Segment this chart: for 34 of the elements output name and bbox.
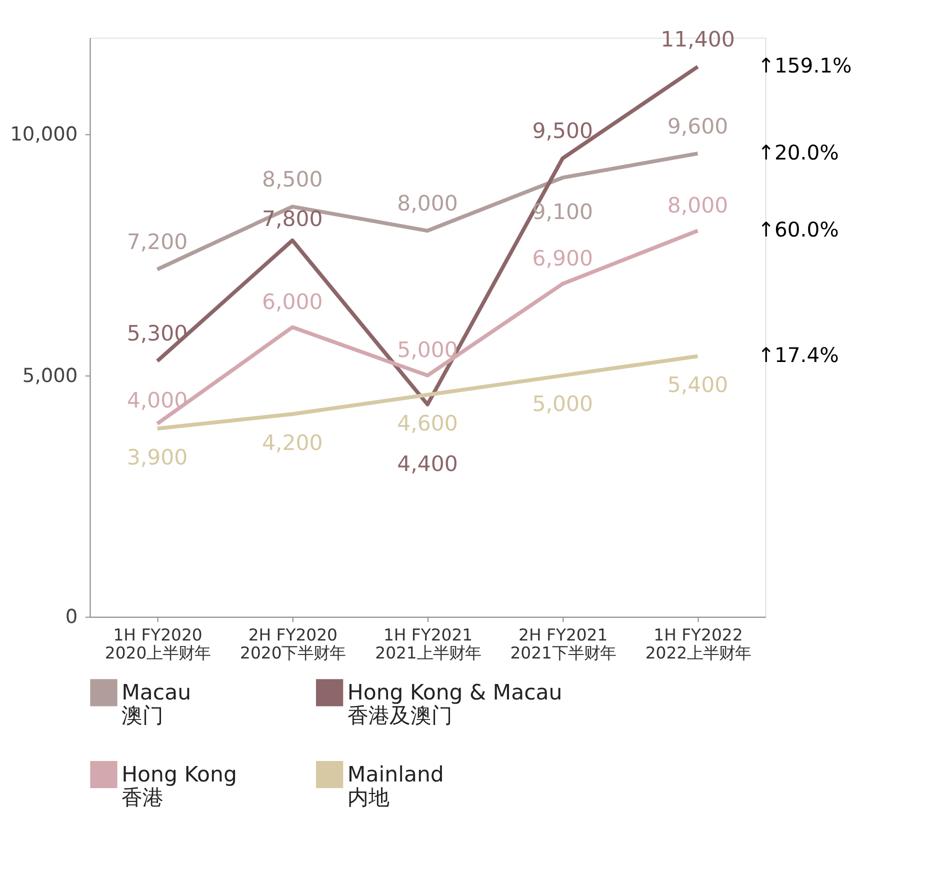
data-label: 4,200 xyxy=(262,430,323,456)
data-label: 8,500 xyxy=(262,167,323,192)
x-tick-label: 1H FY2022 2022上半财年 xyxy=(645,625,752,663)
legend-label: Macau 澳门 xyxy=(122,680,192,729)
legend-label: Hong Kong & Macau 香港及澳门 xyxy=(347,680,562,729)
y-tick-label: 10,000 xyxy=(10,122,78,146)
x-tick-label: 1H FY2020 2020上半财年 xyxy=(104,625,211,663)
annotation: ↑17.4% xyxy=(758,342,839,367)
data-label: 7,800 xyxy=(262,206,323,232)
data-label: 7,200 xyxy=(126,230,188,256)
data-label: 5,000 xyxy=(532,392,594,418)
data-label: 5,000 xyxy=(397,338,458,364)
legend-label: Hong Kong 香港 xyxy=(122,762,237,810)
annotation: ↑60.0% xyxy=(758,218,839,242)
x-tick-label: 2H FY2021 2021下半财年 xyxy=(510,625,616,663)
y-tick-label: 5,000 xyxy=(22,364,78,387)
x-tick-label: 2H FY2020 2020下半财年 xyxy=(240,625,346,663)
data-label: 9,600 xyxy=(667,114,728,140)
data-label: 9,500 xyxy=(532,119,594,144)
annotation: ↑20.0% xyxy=(758,140,839,164)
annotation: ↑159.1% xyxy=(758,53,852,78)
y-tick-label: 0 xyxy=(65,605,78,628)
data-label: 4,600 xyxy=(397,411,458,436)
data-label: 6,000 xyxy=(262,290,323,315)
data-label: 8,000 xyxy=(667,193,728,218)
data-label: 9,100 xyxy=(532,200,594,226)
legend-label: Mainland 内地 xyxy=(347,762,444,810)
data-label: 6,900 xyxy=(532,246,594,272)
x-tick-label: 1H FY2021 2021上半财年 xyxy=(375,625,481,663)
data-label: 8,000 xyxy=(397,191,458,216)
data-label: 5,400 xyxy=(667,372,728,398)
data-label: 11,400 xyxy=(660,27,735,52)
data-label: 4,400 xyxy=(397,452,458,478)
data-label: 3,900 xyxy=(126,445,188,470)
